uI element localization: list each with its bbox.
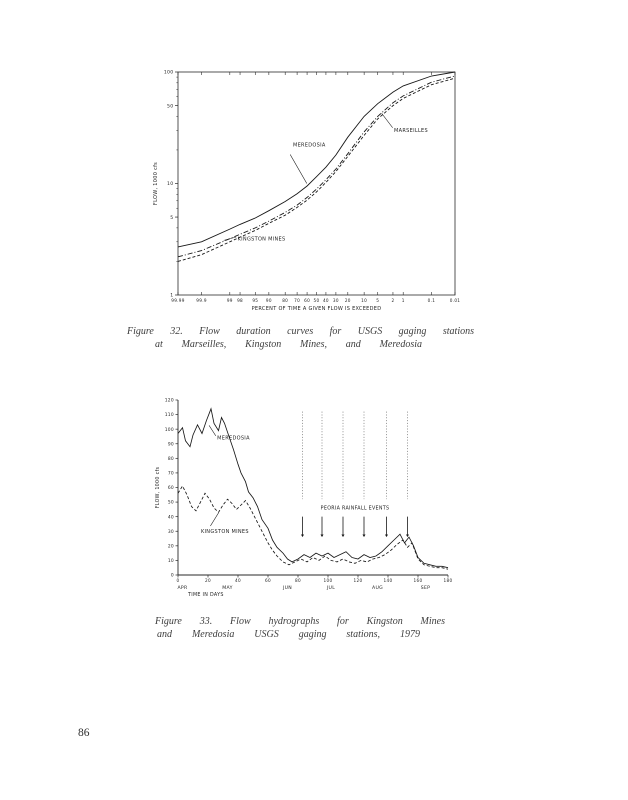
svg-text:20: 20	[345, 298, 351, 303]
svg-text:180: 180	[444, 578, 453, 583]
svg-text:80: 80	[282, 298, 288, 303]
svg-text:100: 100	[324, 578, 333, 583]
svg-text:60: 60	[168, 485, 174, 491]
svg-text:MEREDOSIA: MEREDOSIA	[293, 143, 326, 149]
svg-text:0: 0	[171, 573, 174, 579]
svg-text:FLOW, 1000 cfs: FLOW, 1000 cfs	[155, 467, 161, 509]
svg-text:50: 50	[314, 298, 320, 303]
svg-text:140: 140	[384, 578, 393, 583]
svg-text:50: 50	[167, 103, 173, 109]
svg-text:60: 60	[304, 298, 310, 303]
figure-32-caption-line-1: Figure 32. Flow duration curves for USGS…	[127, 326, 474, 337]
svg-text:40: 40	[323, 298, 329, 303]
svg-text:30: 30	[168, 529, 174, 535]
svg-text:2: 2	[391, 298, 394, 303]
svg-text:70: 70	[294, 298, 300, 303]
svg-text:5: 5	[376, 298, 379, 303]
svg-text:100: 100	[165, 427, 174, 433]
svg-text:60: 60	[265, 578, 271, 583]
figure-32-caption-line-2: at Marseilles, Kingston Mines, and Mered…	[155, 339, 422, 350]
hydrograph-chart: 0 10 20 30 40 50 60 70 80 90 100 110 120 0 20 40 60 80 100…	[155, 398, 453, 598]
figure-32: 100 50 10 5 1 99.99 99.9 99 98 95 90 80 70 60 50 40 30 20…	[148, 62, 463, 318]
page-number: 86	[78, 727, 90, 739]
svg-text:110: 110	[165, 412, 174, 418]
svg-text:0.01: 0.01	[450, 298, 461, 303]
svg-text:50: 50	[168, 500, 174, 506]
svg-text:AUG: AUG	[372, 585, 383, 591]
svg-text:30: 30	[333, 298, 339, 303]
svg-text:KINGSTON MINES: KINGSTON MINES	[238, 236, 286, 242]
svg-text:99.9: 99.9	[196, 298, 207, 303]
svg-text:JUL: JUL	[326, 585, 335, 591]
svg-text:10: 10	[361, 298, 367, 303]
svg-text:APR: APR	[177, 585, 188, 591]
svg-text:100: 100	[164, 70, 174, 76]
svg-text:1: 1	[170, 293, 173, 299]
svg-text:160: 160	[414, 578, 423, 583]
svg-text:KINGSTON MINES: KINGSTON MINES	[201, 529, 249, 535]
svg-text:70: 70	[168, 471, 174, 477]
svg-text:JUN: JUN	[282, 585, 292, 591]
svg-text:PEORIA RAINFALL EVENTS: PEORIA RAINFALL EVENTS	[321, 505, 390, 511]
svg-text:120: 120	[354, 578, 363, 583]
svg-text:MARSEILLES: MARSEILLES	[394, 128, 428, 134]
svg-text:120: 120	[165, 398, 174, 404]
svg-text:99: 99	[227, 298, 233, 303]
svg-text:5: 5	[170, 215, 173, 221]
figure-33-caption-line-1: Figure 33. Flow hydrographs for Kingston…	[155, 616, 445, 627]
svg-text:95: 95	[252, 298, 258, 303]
svg-text:99.99: 99.99	[171, 298, 185, 303]
svg-text:80: 80	[168, 456, 174, 462]
svg-text:40: 40	[168, 514, 174, 520]
svg-text:90: 90	[266, 298, 272, 303]
svg-text:40: 40	[235, 578, 241, 583]
svg-text:10: 10	[168, 558, 174, 564]
svg-text:FLOW, 1000 cfs: FLOW, 1000 cfs	[153, 162, 159, 205]
svg-text:1: 1	[402, 298, 405, 303]
figure-33: 0 10 20 30 40 50 60 70 80 90 100 110 120 0 20 40 60 80 100…	[150, 388, 460, 608]
svg-text:SEP: SEP	[421, 585, 431, 591]
svg-text:20: 20	[205, 578, 211, 583]
figure-33-caption-line-2: and Meredosia USGS gaging stations, 1979	[157, 629, 420, 640]
svg-text:0.1: 0.1	[428, 298, 436, 303]
svg-text:MEREDOSIA: MEREDOSIA	[217, 435, 250, 441]
svg-text:PERCENT OF TIME A GIVEN FLOW I: PERCENT OF TIME A GIVEN FLOW IS EXCEEDED	[252, 306, 382, 312]
svg-text:20: 20	[168, 543, 174, 549]
svg-text:TIME IN DAYS: TIME IN DAYS	[187, 592, 224, 598]
svg-text:90: 90	[168, 441, 174, 447]
svg-text:80: 80	[295, 578, 301, 583]
svg-text:MAY: MAY	[222, 585, 232, 591]
svg-text:0: 0	[177, 578, 180, 583]
svg-text:98: 98	[237, 298, 243, 303]
svg-text:10: 10	[167, 181, 173, 187]
